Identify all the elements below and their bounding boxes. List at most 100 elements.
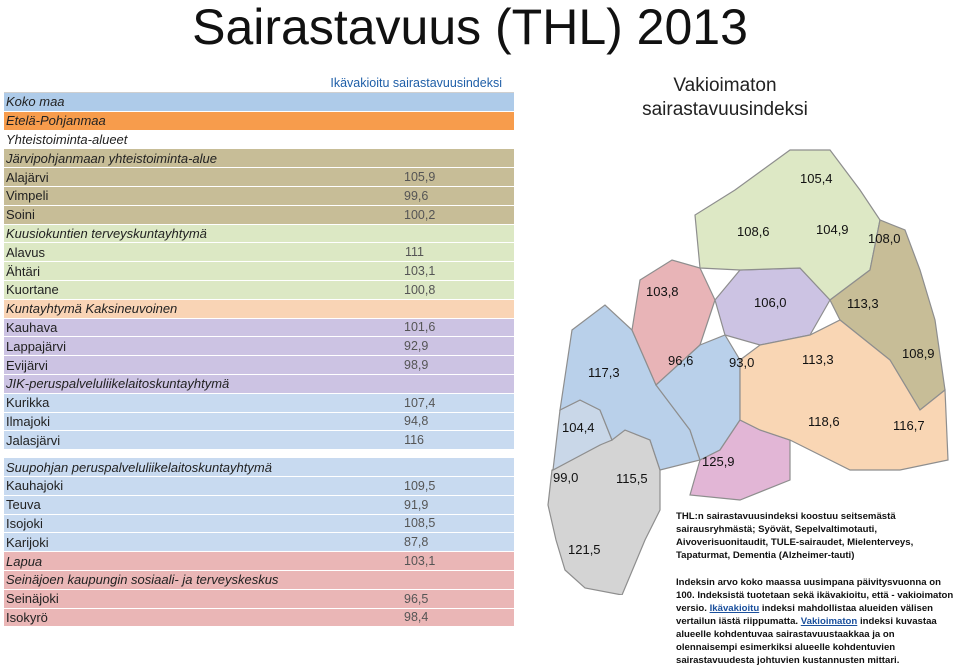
row-label: Alavus xyxy=(6,244,46,260)
note-text-c: indeksi kuvastaa alueelle kohdentuvaa sa… xyxy=(676,616,937,666)
row-label: Kuortane xyxy=(6,282,59,298)
row-value: 99,6 xyxy=(404,188,429,203)
row-value: 111 xyxy=(404,245,424,260)
page-title: Sairastavuus (THL) 2013 xyxy=(192,0,748,55)
row-value: 92,9 xyxy=(404,339,429,354)
map-region-green-north xyxy=(694,149,881,301)
table-row: Kauhajoki 109,5 xyxy=(4,476,514,496)
note-text-a: Indeksin arvo koko maassa uusimpana päiv… xyxy=(676,577,954,614)
map-label-96-6: 96,6 xyxy=(668,353,693,368)
region-map: 105,4 108,6 104,9 108,0 103,8 106,0 113,… xyxy=(547,149,949,595)
row-value: 105,9 xyxy=(404,170,436,185)
row-value: 100,2 xyxy=(404,207,436,222)
table-row: Etelä-Pohjanmaa xyxy=(4,111,514,131)
row-label: Soini xyxy=(6,207,35,223)
row-label: Yhteistoiminta-alueet xyxy=(6,131,128,147)
row-value: 91,9 xyxy=(404,497,429,512)
map-label-93-0: 93,0 xyxy=(729,355,754,370)
row-label: Kuntayhtymä Kaksineuvoinen xyxy=(6,301,178,317)
table-row: Soini 100,2 xyxy=(4,205,514,225)
row-label: Lappajärvi xyxy=(6,338,66,354)
row-label: JIK-peruspalveluliikelaitoskuntayhtymä xyxy=(6,376,230,392)
note-link-unstandardized: Vakioimaton xyxy=(800,616,858,627)
row-value: 107,4 xyxy=(404,395,436,410)
row-value: 103,1 xyxy=(404,554,436,569)
row-label: Kurikka xyxy=(6,395,50,411)
table-row: Kurikka 107,4 xyxy=(4,393,514,413)
map-label-121-5: 121,5 xyxy=(568,542,601,557)
map-label-104-4: 104,4 xyxy=(562,420,595,435)
row-label: Karijoki xyxy=(6,534,49,550)
table-row: Teuva 91,9 xyxy=(4,495,514,515)
table-row: Ähtäri 103,1 xyxy=(4,262,514,281)
table-column-header: Ikävakioitu sairastavuusindeksi xyxy=(4,74,514,93)
row-label: Ilmajoki xyxy=(6,413,51,429)
map-label-113-3-b: 113,3 xyxy=(802,352,834,367)
row-label: Etelä-Pohjanmaa xyxy=(6,113,106,129)
table-row: Kuntayhtymä Kaksineuvoinen xyxy=(4,299,514,319)
map-label-108-0: 108,0 xyxy=(868,231,901,246)
row-value: 101,6 xyxy=(404,320,436,335)
note-link-age-standardized: Ikävakioitu xyxy=(709,603,760,614)
row-label: Evijärvi xyxy=(6,357,48,373)
table-row: Lapua 103,1 xyxy=(4,552,514,571)
table-row: Evijärvi 98,9 xyxy=(4,356,514,375)
row-label: Vimpeli xyxy=(6,188,49,204)
map-label-113-3-a: 113,3 xyxy=(847,296,879,311)
row-label: Kuusiokuntien terveyskuntayhtymä xyxy=(6,225,207,241)
row-value: 96,5 xyxy=(404,591,429,606)
table-row: Alavus 111 xyxy=(4,243,514,263)
table-row: Suupohjan peruspalveluliikelaitoskuntayh… xyxy=(4,458,514,477)
table-row: Seinäjoki 96,5 xyxy=(4,589,514,609)
map-label-108-6: 108,6 xyxy=(737,224,770,239)
table-row: Järvipohjanmaan yhteistoiminta-alue xyxy=(4,149,514,169)
table-row: Vimpeli 99,6 xyxy=(4,186,514,206)
index-table: Ikävakioitu sairastavuusindeksi Koko maa… xyxy=(4,74,514,628)
row-label: Teuva xyxy=(6,497,41,513)
row-value: 108,5 xyxy=(404,516,436,531)
map-label-125-9: 125,9 xyxy=(702,454,735,469)
row-value: 98,9 xyxy=(404,358,429,373)
map-label-106-0: 106,0 xyxy=(754,295,787,310)
table-row: Karijoki 87,8 xyxy=(4,533,514,553)
map-label-118-6: 118,6 xyxy=(808,414,840,429)
map-region-blue-west xyxy=(559,304,701,471)
row-label: Kauhajoki xyxy=(6,478,64,494)
row-value: 109,5 xyxy=(404,478,436,493)
map-label-103-8: 103,8 xyxy=(646,284,679,299)
map-label-108-9: 108,9 xyxy=(902,346,935,361)
table-row: JIK-peruspalveluliikelaitoskuntayhtymä xyxy=(4,374,514,394)
note-text-b: indeksi mahdollistaa alueiden välisen ve… xyxy=(676,603,934,627)
map-label-116-7: 116,7 xyxy=(893,418,925,433)
row-label: Isokyrö xyxy=(6,609,48,625)
map-title: Vakioimaton sairastavuusindeksi xyxy=(610,74,840,122)
table-row: Ilmajoki 94,8 xyxy=(4,412,514,432)
table-row: Jalasjärvi 116 xyxy=(4,431,514,451)
map-label-105-4: 105,4 xyxy=(800,171,833,186)
row-value: 94,8 xyxy=(404,414,429,429)
row-value: 116 xyxy=(404,433,424,448)
row-value: 100,8 xyxy=(404,282,436,297)
row-label: Jalasjärvi xyxy=(6,432,61,448)
row-label: Ähtäri xyxy=(6,263,40,279)
row-label: Seinäjoen kaupungin sosiaali- ja terveys… xyxy=(6,572,279,588)
table-row: Kuortane 100,8 xyxy=(4,280,514,300)
table-row: Kuusiokuntien terveyskuntayhtymä xyxy=(4,224,514,244)
row-label: Suupohjan peruspalveluliikelaitoskuntayh… xyxy=(6,459,272,475)
note-index-composition: THL:n sairastavuusindeksi koostuu seitse… xyxy=(676,511,914,561)
table-row: Kauhava 101,6 xyxy=(4,318,514,338)
map-label-115-5: 115,5 xyxy=(616,471,648,486)
map-label-99-0: 99,0 xyxy=(553,470,578,485)
row-label: Lapua xyxy=(6,553,43,569)
row-label: Isojoki xyxy=(6,515,43,531)
map-label-117-3: 117,3 xyxy=(588,365,620,380)
table-row: Isokyrö 98,4 xyxy=(4,608,514,628)
table-row: Isojoki 108,5 xyxy=(4,514,514,534)
table-row: Seinäjoen kaupungin sosiaali- ja terveys… xyxy=(4,570,514,590)
row-label: Järvipohjanmaan yhteistoiminta-alue xyxy=(6,150,218,166)
table-row: Yhteistoiminta-alueet xyxy=(4,130,514,150)
map-region-peach xyxy=(739,319,949,471)
table-rows: Koko maa Etelä-Pohjanmaa Yhteistoiminta-al… xyxy=(4,93,514,628)
table-row: Lappajärvi 92,9 xyxy=(4,337,514,357)
row-label: Kauhava xyxy=(6,319,58,335)
